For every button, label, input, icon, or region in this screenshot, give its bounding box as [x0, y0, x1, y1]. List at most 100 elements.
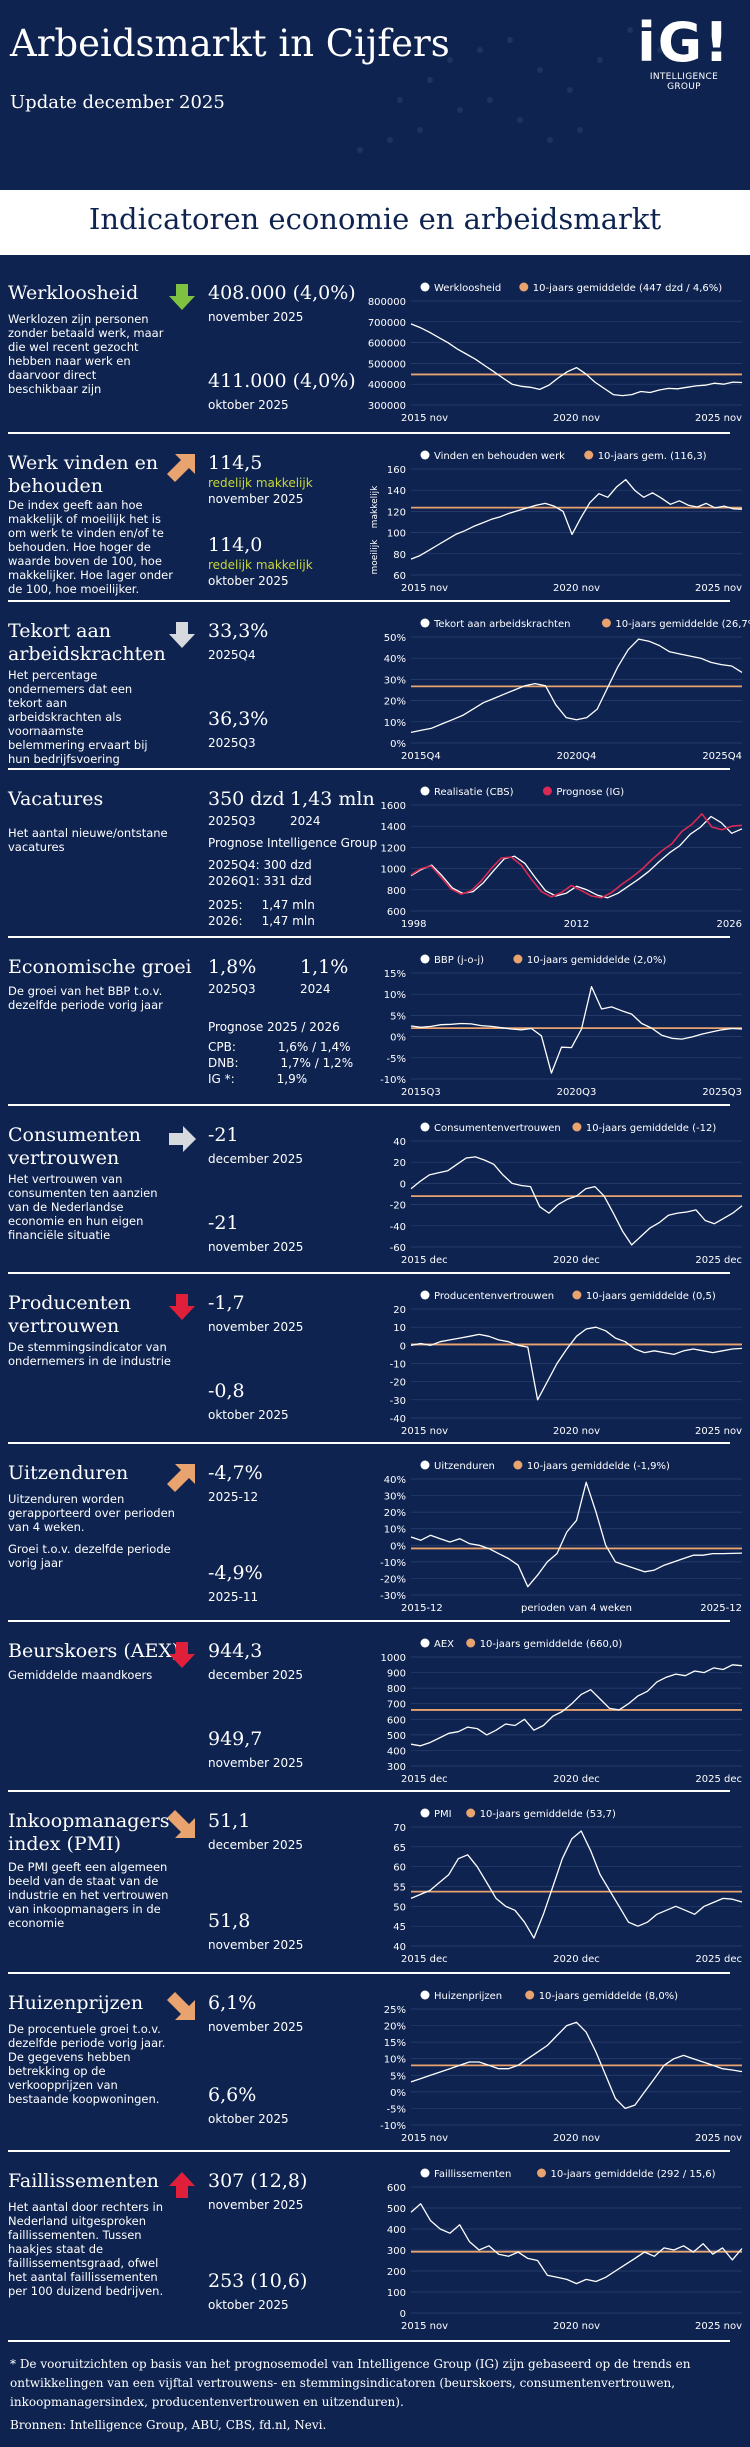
previous-value: 949,7 — [208, 1728, 263, 1750]
legend-label: 10-jaars gemiddelde (-1,9%) — [527, 1461, 670, 1472]
x-tick-label: 2025 nov — [695, 1426, 742, 1437]
current-value: 350 dzd — [208, 788, 285, 810]
x-tick-label: 2020 nov — [553, 583, 600, 594]
y-tick-label: 0 — [400, 2309, 406, 2320]
divider — [8, 1442, 730, 1444]
indicator-name: Werkloosheid — [8, 282, 139, 304]
y-tick-label: 0% — [390, 2088, 406, 2099]
chart-uitzenduren: Uitzenduren 10-jaars gemiddelde (-1,9%) 40… — [380, 1460, 743, 1614]
legend-label: Vinden en behouden werk — [434, 451, 565, 462]
x-tick-label: 2012 — [564, 919, 589, 930]
indicator-description: Het aantal door rechters in Nederland ui… — [8, 2200, 164, 2298]
current-period: 2025Q3 — [208, 982, 256, 996]
y-tick-label: 55 — [393, 1883, 406, 1894]
y-tick-label: 120 — [387, 507, 406, 518]
legend-label: 10-jaars gemiddelde (-12) — [586, 1123, 716, 1134]
arrow-down-icon — [169, 622, 195, 648]
indicator-description: Werklozen zijn personen zonder betaald w… — [8, 312, 164, 396]
current-value: 944,3 — [208, 1640, 263, 1662]
arrow-down-icon — [169, 284, 195, 310]
y-tick-label: 400 — [387, 2225, 406, 2236]
sources: Bronnen: Intelligence Group, ABU, CBS, f… — [10, 2418, 327, 2432]
legend-label: 10-jaars gemiddelde (53,7) — [480, 1809, 616, 1820]
current-value: -4,7% — [208, 1462, 263, 1484]
x-tick-label: 2020 nov — [553, 2321, 600, 2332]
y-tick-label: 300 — [387, 2246, 406, 2257]
legend-label: 10-jaars gemiddelde (26,7%) — [615, 619, 750, 630]
y-tick-label: 300 — [387, 1762, 406, 1773]
current-period: november 2025 — [208, 2020, 304, 2034]
indicator-description: De groei van het BBP t.o.v. dezelfde per… — [8, 984, 163, 1012]
y-tick-label: 700000 — [368, 318, 406, 329]
chart-pmi: PMI 10-jaars gemiddelde (53,7) 70 65 60 55 50 4… — [393, 1808, 743, 1965]
chart-aex: AEX 10-jaars gemiddelde (660,0) 1000 900 800… — [381, 1638, 743, 1785]
forecast-line: 2025Q4: 300 dzd — [208, 858, 312, 872]
previous-value: -4,9% — [208, 1562, 263, 1584]
chart-groei: BBP (j-o-j) 10-jaars gemiddelde (2,0%) 15%… — [380, 954, 743, 1098]
legend-label: 10-jaars gemiddelde (292 / 15,6) — [551, 2169, 716, 2180]
year-value: 1,43 mln — [290, 788, 375, 810]
legend-marker — [420, 450, 430, 460]
legend-label: 10-jaars gemiddelde (8,0%) — [539, 1991, 678, 2002]
section-banner: Indicatoren economie en arbeidsmarkt — [0, 190, 750, 255]
y-tick-label: 500 — [387, 1731, 406, 1742]
legend-marker — [572, 1290, 582, 1300]
legend-marker — [513, 954, 523, 964]
current-value: 33,3% — [208, 620, 269, 642]
legend-marker — [420, 1290, 430, 1300]
previous-period: oktober 2025 — [208, 2112, 289, 2126]
y-tick-label: 30% — [384, 1492, 406, 1503]
y-tick-label: 40 — [393, 1942, 406, 1953]
current-period: november 2025 — [208, 1320, 304, 1334]
y-tick-label: 60 — [393, 571, 406, 582]
y-tick-label: 600 — [387, 907, 406, 918]
legend-label: 10-jaars gemiddelde (0,5) — [586, 1291, 716, 1302]
legend-marker — [525, 1990, 535, 2000]
previous-period: 2025-11 — [208, 1590, 259, 1604]
legend-marker — [537, 2168, 546, 2178]
x-tick-label: 2025Q3 — [702, 1087, 742, 1098]
series-line — [410, 1481, 743, 1588]
y-tick-label: 20% — [384, 697, 406, 708]
x-tick-label: 2015 nov — [401, 2133, 448, 2144]
y-tick-label: 50 — [393, 1902, 406, 1913]
series-line — [410, 1664, 743, 1747]
section-werkloosheid: Werkloosheid Werklozen zijn personen zon… — [0, 270, 750, 430]
y-tick-label: 1600 — [381, 801, 406, 812]
previous-value: -21 — [208, 1212, 239, 1234]
previous-value: 51,8 — [208, 1910, 251, 1932]
x-tick-label: 2015-12 — [401, 1603, 443, 1614]
y-tick-label: -10% — [380, 2121, 406, 2132]
indicator-name: Consumenten vertrouwen — [8, 1124, 141, 1169]
current-period: november 2025 — [208, 2198, 304, 2212]
indicator-description: De procentuele groei t.o.v. dezelfde per… — [8, 2022, 166, 2106]
indicator-name: Economische groei — [8, 956, 192, 978]
divider — [8, 2340, 730, 2342]
x-tick-label: 2020Q3 — [557, 1087, 597, 1098]
legend-label: AEX — [434, 1639, 454, 1650]
x-tick-label: 2026 — [717, 919, 742, 930]
divider — [8, 1620, 730, 1622]
arrow-right-icon — [169, 1126, 196, 1152]
x-tick-label: 2020 nov — [553, 2133, 600, 2144]
y-tick-label: 20 — [393, 1158, 406, 1169]
page-subtitle: Update december 2025 — [10, 92, 225, 113]
indicator-name: Inkoopmanagers index (PMI) — [8, 1810, 170, 1855]
legend-marker — [601, 618, 611, 628]
current-period: december 2025 — [208, 1152, 303, 1166]
y-tick-label: 65 — [393, 1843, 406, 1854]
y-tick-label: -5% — [387, 2104, 406, 2115]
y-tick-label: 40 — [393, 1137, 406, 1148]
forecast-line: DNB: 1,7% / 1,2% — [208, 1056, 354, 1070]
legend-marker — [420, 618, 430, 628]
indicator-description: Het percentage ondernemers dat een tekor… — [8, 668, 148, 766]
x-tick-label: 2015 dec — [401, 1255, 448, 1266]
indicator-name: Werk vinden en behouden — [8, 452, 159, 497]
divider — [8, 600, 730, 602]
year-value: 1,1% — [300, 956, 349, 978]
y-tick-label: 200 — [387, 2267, 406, 2278]
section-huizen: Huizenprijzen De procentuele groei t.o.v… — [0, 1980, 750, 2148]
previous-value: 36,3% — [208, 708, 269, 730]
indicator-description: Het vertrouwen van consumenten ten aanzi… — [8, 1172, 158, 1242]
x-tick-label: 2025 nov — [695, 2133, 742, 2144]
